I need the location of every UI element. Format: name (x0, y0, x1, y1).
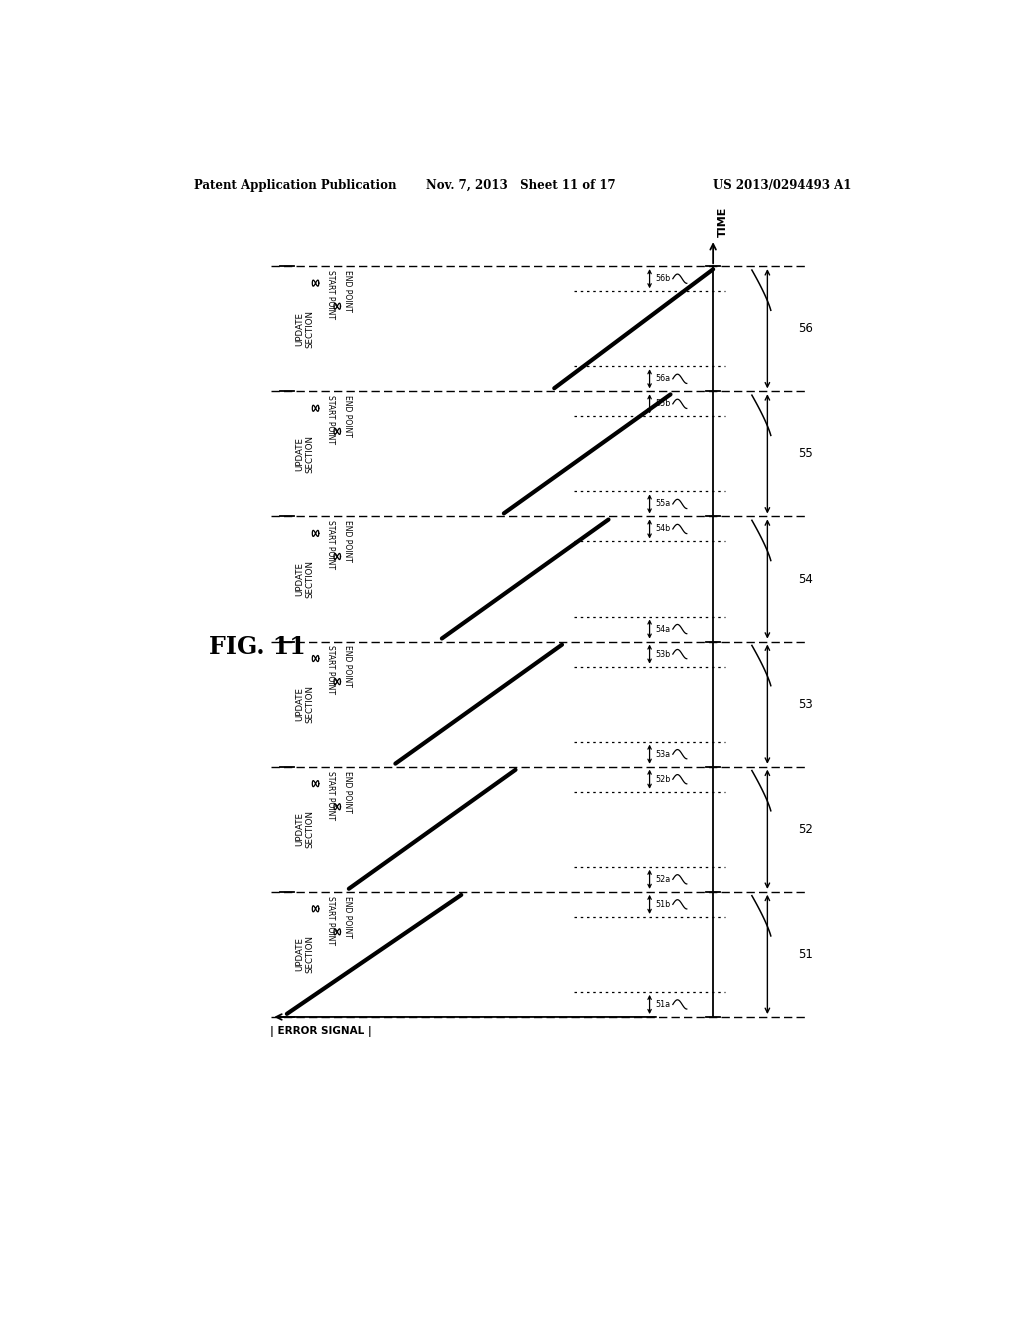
Text: START POINT: START POINT (326, 271, 335, 319)
Text: 52a: 52a (655, 875, 671, 884)
Text: 53: 53 (799, 698, 813, 710)
Text: UPDATE
SECTION: UPDATE SECTION (295, 560, 314, 598)
Text: 53b: 53b (655, 649, 671, 659)
Text: 54a: 54a (655, 624, 670, 634)
Text: | ERROR SIGNAL |: | ERROR SIGNAL | (270, 1026, 372, 1038)
Text: 55: 55 (799, 447, 813, 461)
Text: START POINT: START POINT (326, 520, 335, 569)
Text: END POINT: END POINT (343, 771, 352, 812)
Text: 53a: 53a (655, 750, 670, 759)
Text: 55b: 55b (655, 400, 671, 408)
Text: START POINT: START POINT (326, 896, 335, 945)
Text: UPDATE
SECTION: UPDATE SECTION (295, 310, 314, 347)
Text: FIG. 11: FIG. 11 (209, 635, 306, 660)
Text: START POINT: START POINT (326, 771, 335, 820)
Text: UPDATE
SECTION: UPDATE SECTION (295, 810, 314, 849)
Text: END POINT: END POINT (343, 520, 352, 562)
Text: UPDATE
SECTION: UPDATE SECTION (295, 434, 314, 473)
Text: 54b: 54b (655, 524, 671, 533)
Text: UPDATE
SECTION: UPDATE SECTION (295, 685, 314, 723)
Text: 55a: 55a (655, 499, 671, 508)
Text: 56a: 56a (655, 375, 670, 383)
Text: UPDATE
SECTION: UPDATE SECTION (295, 936, 314, 973)
Text: Nov. 7, 2013   Sheet 11 of 17: Nov. 7, 2013 Sheet 11 of 17 (426, 178, 616, 191)
Text: START POINT: START POINT (326, 395, 335, 444)
Text: Patent Application Publication: Patent Application Publication (194, 178, 396, 191)
Text: END POINT: END POINT (343, 896, 352, 937)
Text: END POINT: END POINT (343, 645, 352, 688)
Text: END POINT: END POINT (343, 395, 352, 437)
Text: END POINT: END POINT (343, 271, 352, 312)
Text: 52b: 52b (655, 775, 671, 784)
Text: 56: 56 (799, 322, 813, 335)
Text: 51: 51 (799, 948, 813, 961)
Text: 52: 52 (799, 822, 813, 836)
Text: 54: 54 (799, 573, 813, 586)
Text: 51b: 51b (655, 900, 671, 909)
Text: 56b: 56b (655, 275, 671, 284)
Text: 51a: 51a (655, 1001, 670, 1008)
Text: US 2013/0294493 A1: US 2013/0294493 A1 (713, 178, 852, 191)
Text: START POINT: START POINT (326, 645, 335, 694)
Text: TIME: TIME (718, 206, 727, 238)
